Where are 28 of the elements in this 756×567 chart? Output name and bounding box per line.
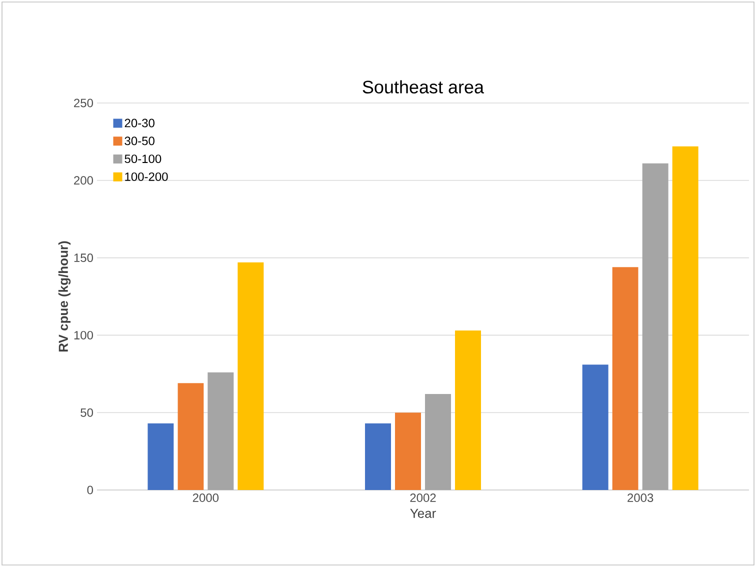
bar	[365, 423, 391, 490]
bar	[612, 267, 638, 490]
x-axis-title: Year	[410, 508, 436, 518]
legend-label: 50-100	[124, 154, 162, 164]
bar	[178, 383, 204, 490]
y-tick-label: 50	[80, 408, 94, 417]
bar	[238, 262, 264, 490]
y-axis-title: RV cpue (kg/hour)	[58, 241, 71, 352]
x-tick-label: 2002	[410, 494, 436, 502]
y-tick-label: 0	[87, 486, 94, 494]
bar	[455, 330, 481, 490]
bar	[425, 394, 451, 490]
legend-label: 100-200	[125, 172, 168, 181]
y-tick-label: 200	[74, 176, 94, 185]
y-tick-label: 150	[74, 254, 94, 262]
bar	[642, 163, 668, 490]
legend-label: 30-50	[124, 136, 154, 146]
bar	[672, 146, 698, 490]
legend-label: 20-30	[124, 118, 154, 128]
x-tick-label: 2003	[628, 494, 654, 502]
bar	[395, 412, 421, 490]
y-tick-label: 100	[74, 330, 94, 340]
bar	[582, 364, 608, 490]
chart-title: Southeast area	[362, 80, 484, 94]
x-tick-label: 2000	[192, 494, 219, 502]
y-tick-label: 250	[74, 98, 94, 108]
bar	[208, 372, 234, 490]
bar	[148, 423, 174, 490]
